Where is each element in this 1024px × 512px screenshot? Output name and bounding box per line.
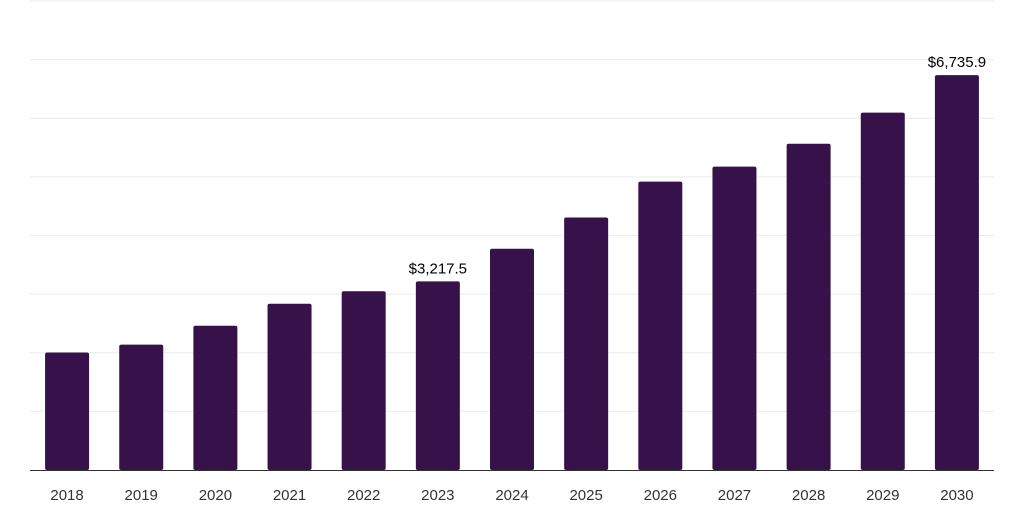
x-tick-labels: 2018 2019 2020 2021 2022 2023 2024 2025 2026 2027… [50, 487, 973, 504]
bar-2028[interactable] [786, 143, 831, 471]
bar-2026[interactable] [638, 181, 683, 470]
x-tick-label: 2025 [569, 487, 602, 504]
bar-2025[interactable] [564, 217, 609, 470]
bar-2020[interactable] [193, 325, 238, 470]
bar-2021[interactable] [267, 303, 312, 470]
data-label-2030: $6,735.9 [928, 54, 986, 71]
x-tick-label: 2030 [940, 487, 973, 504]
bar-2019[interactable] [119, 344, 164, 470]
bar-2027[interactable] [712, 166, 757, 470]
x-tick-label: 2028 [792, 487, 825, 504]
bar-2022[interactable] [341, 291, 386, 470]
data-label-2023: $3,217.5 [409, 260, 467, 277]
bar-2018[interactable] [45, 352, 90, 470]
bar-2024[interactable] [490, 248, 534, 470]
data-labels: $3,217.5 $6,735.9 [409, 54, 986, 277]
x-tick-label: 2022 [347, 487, 380, 504]
x-tick-label: 2019 [125, 487, 158, 504]
x-tick-label: 2027 [718, 487, 751, 504]
x-tick-label: 2026 [644, 487, 677, 504]
x-tick-label: 2021 [273, 487, 306, 504]
bar-2023[interactable] [415, 281, 460, 470]
x-tick-label: 2020 [199, 487, 232, 504]
x-tick-label: 2023 [421, 487, 454, 504]
x-tick-label: 2018 [50, 487, 83, 504]
x-tick-label: 2024 [495, 487, 528, 504]
bars [45, 75, 979, 471]
x-tick-label: 2029 [866, 487, 899, 504]
bar-2030[interactable] [934, 75, 979, 471]
bar-2029[interactable] [860, 112, 905, 470]
